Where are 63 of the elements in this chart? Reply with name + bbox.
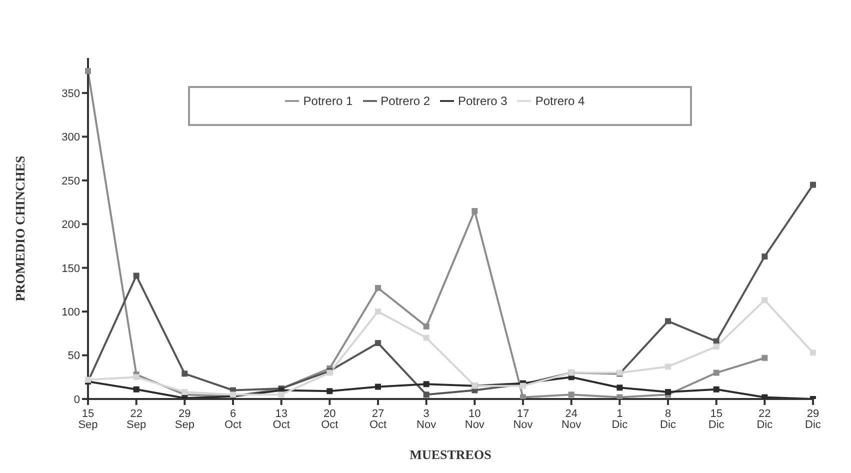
point <box>278 392 284 398</box>
point <box>375 308 381 315</box>
x-tick-label: 15 Sep <box>78 408 98 431</box>
x-tick-label: 27 Oct <box>369 408 387 431</box>
point <box>472 208 478 214</box>
y-tick-label: 350 <box>62 88 80 100</box>
point <box>375 284 381 291</box>
point <box>182 370 188 377</box>
point <box>665 318 671 324</box>
x-tick-label: 15 Dic <box>708 408 725 431</box>
legend-label: Potrero 4 <box>535 94 585 108</box>
point <box>616 394 623 399</box>
y-tick-label: 100 <box>62 306 80 318</box>
point <box>375 340 381 346</box>
point <box>85 68 91 74</box>
y-tick-label: 250 <box>62 175 80 188</box>
point <box>762 394 768 399</box>
point <box>762 253 768 260</box>
point <box>568 392 574 398</box>
point <box>423 392 430 398</box>
point <box>810 182 816 188</box>
point <box>423 334 430 341</box>
y-tick-label: 50 <box>68 350 80 362</box>
legend-label: Potrero 2 <box>380 94 430 108</box>
x-tick-label: 17 Nov <box>513 408 534 431</box>
point <box>133 386 140 392</box>
x-tick-label: 22 Dic <box>756 408 774 431</box>
point <box>665 389 671 396</box>
y-tick-label: 0 <box>74 394 80 406</box>
x-tick-label: 8 Dic <box>660 408 676 431</box>
legend-label: Potrero 3 <box>458 94 508 108</box>
y-tick-label: 300 <box>62 132 80 144</box>
y-tick-label: 150 <box>62 262 80 275</box>
point <box>810 350 816 356</box>
point <box>520 394 526 399</box>
x-tick-label: 10 Nov <box>464 408 485 431</box>
x-axis-title: MUESTREOS <box>410 447 492 462</box>
point <box>423 381 430 388</box>
point <box>665 364 671 370</box>
x-tick-label: 13 Oct <box>272 408 290 431</box>
point <box>423 323 430 330</box>
point <box>133 374 140 380</box>
point <box>713 370 720 376</box>
point <box>133 272 140 279</box>
point <box>713 386 720 392</box>
point <box>762 297 768 304</box>
legend-label: Potrero 1 <box>303 94 353 108</box>
x-tick-label: 29 Sep <box>174 408 194 431</box>
x-tick-label: 24 Nov <box>562 408 582 431</box>
x-tick-label: 29 Dic <box>805 408 822 431</box>
point <box>713 344 720 350</box>
point <box>616 384 623 391</box>
x-tick-label: 1 Dic <box>612 408 628 431</box>
x-tick-label: 20 Oct <box>321 408 338 431</box>
x-tick-label: 22 Sep <box>126 408 146 431</box>
point <box>762 354 768 361</box>
y-axis-title: PROMEDIO CHINCHES <box>12 156 28 302</box>
y-tick-label: 200 <box>62 219 80 232</box>
point <box>326 388 333 394</box>
x-tick-label: 3 Nov <box>416 408 437 431</box>
x-tick-label: 6 Oct <box>224 408 242 431</box>
point <box>182 389 188 396</box>
point <box>375 384 381 390</box>
